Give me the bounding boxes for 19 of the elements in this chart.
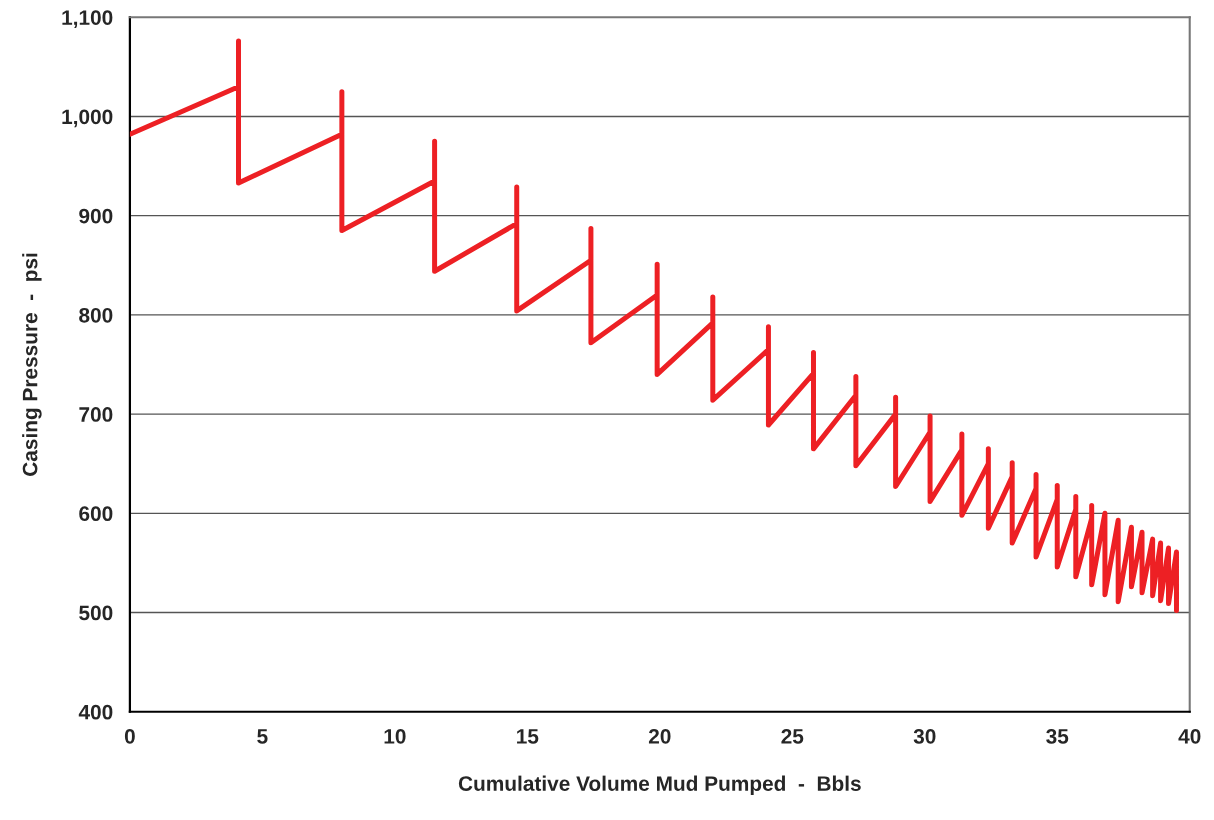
y-tick-label: 800: [79, 307, 113, 323]
y-tick-label: 1,100: [62, 10, 113, 28]
y-tick-label: 400: [78, 704, 113, 720]
x-tick-label: 20: [648, 728, 671, 744]
x-axis-title: Cumulative Volume Mud Pumped - Bbls: [458, 775, 861, 796]
x-tick-label: 5: [257, 729, 268, 744]
y-axis-title: Casing Pressure - psi: [22, 253, 42, 476]
x-tick-label: 35: [1046, 728, 1069, 744]
x-tick-label: 25: [781, 728, 804, 744]
x-tick-label: 15: [517, 729, 539, 744]
x-tick-label: 0: [124, 728, 135, 744]
y-tick-label: 600: [79, 506, 113, 522]
y-tick-label: 1,000: [62, 109, 113, 128]
x-tick-label: 30: [913, 728, 936, 744]
y-tick-label: 900: [79, 208, 113, 224]
x-tick-label: 40: [1178, 728, 1201, 744]
y-tick-label: 500: [79, 605, 113, 621]
x-tick-label: 10: [384, 728, 406, 744]
y-tick-label: 700: [79, 407, 113, 422]
